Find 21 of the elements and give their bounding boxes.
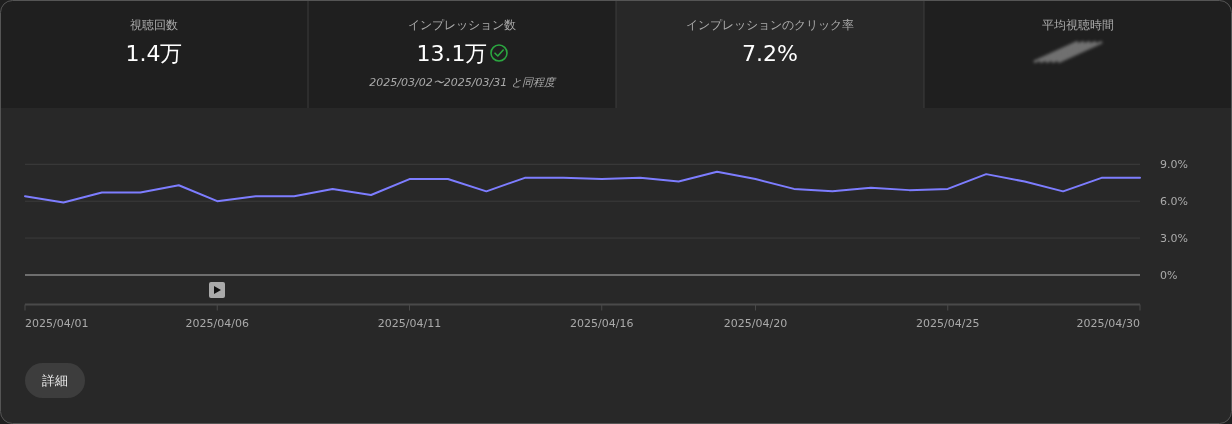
- category-label: 視聴回数: [130, 18, 178, 32]
- y-tick-label: 0%: [1160, 268, 1178, 282]
- x-tick-label: 2025/04/06: [185, 316, 249, 330]
- category-label: インプレッション数: [408, 18, 516, 32]
- x-tick-label: 2025/04/16: [570, 316, 634, 330]
- y-tick-label: 9.0%: [1160, 158, 1188, 172]
- category-label: 平均視聴時間: [1042, 18, 1114, 32]
- x-tick-label: 2025/04/11: [377, 316, 442, 330]
- x-tick-label: 2025/04/25: [916, 316, 980, 330]
- category-label: インプレッションのクリック率: [686, 18, 854, 32]
- text: 13.1万: [416, 41, 488, 66]
- text: 2025/03/02〜2025/03/31 と同程度: [369, 76, 557, 89]
- text: 1.4万: [125, 41, 183, 66]
- x-tick-label: 2025/04/20: [723, 316, 788, 330]
- x-tick-label: 2025/04/01: [25, 316, 89, 330]
- y-tick-label: 6.0%: [1160, 195, 1188, 209]
- y-tick-label: 3.0%: [1160, 231, 1188, 245]
- text: 詳細: [42, 373, 68, 389]
- line-series: [24, 170, 1141, 204]
- x-tick-label: 2025/04/30: [1076, 316, 1140, 330]
- text: 7.2%: [742, 41, 798, 66]
